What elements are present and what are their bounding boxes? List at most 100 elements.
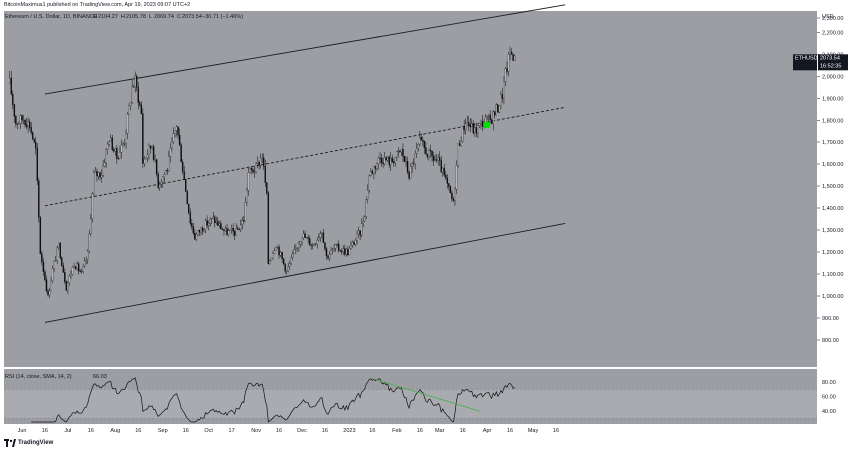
candle-body <box>134 75 136 87</box>
candle-body <box>351 242 354 246</box>
candle-body <box>195 234 198 240</box>
candle-body <box>432 155 435 161</box>
ohlc-c-label: C <box>177 14 181 20</box>
candle-body <box>414 153 416 165</box>
candle-body <box>270 257 273 261</box>
candle-body <box>165 170 167 175</box>
candle-body <box>278 246 280 256</box>
candle-body <box>131 86 133 103</box>
candle-body <box>370 171 372 176</box>
candle-body <box>247 172 250 191</box>
candle-body <box>15 115 17 125</box>
candle-body <box>158 184 161 188</box>
candle-body <box>217 220 219 226</box>
candle-body <box>218 223 221 226</box>
time-tick-label: 16 <box>507 428 513 434</box>
candle-body <box>237 228 239 230</box>
candle-body <box>471 123 473 128</box>
channel-lines[interactable] <box>44 4 566 323</box>
candle-body <box>243 220 245 222</box>
candle-body <box>117 158 120 160</box>
candle-body <box>458 143 461 146</box>
candle-body <box>390 157 392 166</box>
candle-body <box>54 260 57 262</box>
footer: TradingView <box>0 438 850 449</box>
candle-body <box>284 263 286 272</box>
time-tick-label: 17 <box>229 428 235 434</box>
time-ticks: Jun 16 Jul 16 Aug 16 Sep 16 Oct 17 Nov 16 Dec 16 2023 1… <box>18 428 559 434</box>
price-tick-label: 2,000.00 <box>822 75 843 81</box>
candle-body <box>111 137 113 150</box>
candle-body <box>116 148 118 159</box>
candle-body <box>13 104 16 117</box>
candle-body <box>497 104 499 113</box>
candle-body <box>240 224 242 230</box>
candle-body <box>123 143 126 145</box>
time-tick-label: Nov <box>251 428 261 434</box>
time-tick-label: 16 <box>460 428 466 434</box>
candle-body <box>88 233 91 252</box>
ohlc-readout: O 2104.27 H 2105.78 L 2069.74 C 2073.54 … <box>93 14 243 20</box>
rsi-tick-label: 60.00 <box>822 395 836 401</box>
time-axis[interactable] <box>4 424 850 438</box>
candle-body <box>249 168 251 173</box>
top-bar: BitcoinMaximus1 published on TradingView… <box>0 0 850 10</box>
candle-body <box>373 166 375 174</box>
time-tick-label: Sep <box>158 428 168 434</box>
candle-body <box>223 229 225 231</box>
candle-body <box>244 202 247 222</box>
candle-body <box>289 263 291 267</box>
candle-body <box>67 282 69 291</box>
price-tick-label: 1,300.00 <box>822 228 843 234</box>
candle-body <box>96 171 98 177</box>
candle-body <box>169 147 172 157</box>
candle-body <box>463 126 465 130</box>
candle-body <box>350 245 352 249</box>
candle-body <box>16 123 19 125</box>
candle-body <box>386 156 389 161</box>
candle-body <box>140 104 143 114</box>
candle-body <box>281 252 283 260</box>
candle-body <box>143 158 146 164</box>
time-tick-label: Jul <box>64 428 71 434</box>
candle-body <box>507 54 510 72</box>
candle-body <box>201 227 204 232</box>
price-pane[interactable] <box>4 11 817 367</box>
rsi-layer <box>4 377 817 423</box>
rsi-tick-label: 40.00 <box>822 409 836 415</box>
price-tick-label: 1,800.00 <box>822 119 843 125</box>
candle-body <box>194 232 196 240</box>
candle-body <box>71 267 74 275</box>
candle-body <box>481 121 484 127</box>
candle-body <box>100 175 103 178</box>
candle-body <box>272 253 274 259</box>
candle-body <box>376 163 378 169</box>
candle-body <box>65 281 68 291</box>
candle-body <box>322 232 325 243</box>
candle-body <box>97 172 100 177</box>
rsi-value: 66.03 <box>93 374 107 380</box>
candle-body <box>28 121 31 128</box>
candle-body <box>146 154 149 158</box>
candle-body <box>204 220 207 230</box>
candles <box>9 46 516 299</box>
candle-body <box>354 239 357 245</box>
candle-body <box>74 266 77 269</box>
price-axis[interactable] <box>817 11 850 424</box>
rsi-title: RSI (14, close, SMA, 14, 2) <box>5 374 72 380</box>
time-tick-label: 16 <box>183 428 189 434</box>
candle-body <box>345 249 348 255</box>
ohlc-l-label: L <box>149 14 152 20</box>
candle-body <box>443 167 445 176</box>
candle-body <box>405 161 407 163</box>
candle-body <box>383 157 386 165</box>
candle-body <box>211 218 213 220</box>
candle-body <box>334 244 337 249</box>
candle-body <box>440 160 442 173</box>
candle-body <box>318 237 320 241</box>
candle-body <box>296 247 299 249</box>
price-tag-symbol: ETHUSD <box>795 55 818 61</box>
candle-body <box>365 199 367 217</box>
candle-body <box>509 52 511 55</box>
